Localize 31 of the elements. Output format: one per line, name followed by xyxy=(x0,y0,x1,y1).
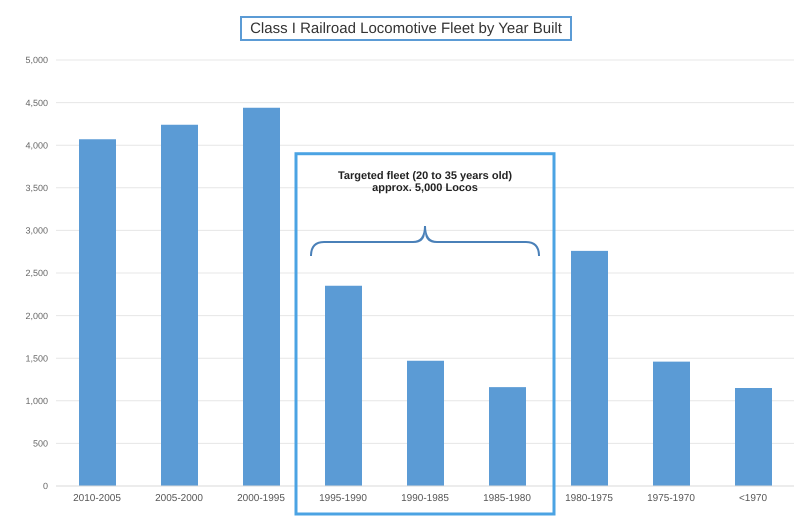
bar xyxy=(407,360,444,486)
y-tick-label: 500 xyxy=(32,438,48,449)
bar xyxy=(325,286,362,486)
y-tick-label: 1,500 xyxy=(25,353,48,364)
y-tick-label: 4,000 xyxy=(25,140,48,150)
y-tick-label: 5,000 xyxy=(25,55,48,66)
y-tick-label: 2,000 xyxy=(25,310,48,321)
x-tick-label: 1975-1970 xyxy=(647,493,696,504)
y-tick-label: 4,500 xyxy=(25,98,48,108)
y-tick-label: 0 xyxy=(42,481,48,492)
x-tick-label: 1995-1990 xyxy=(319,493,368,504)
bar xyxy=(735,388,772,486)
chart-title: Class I Railroad Locomotive Fleet by Year Built xyxy=(240,16,572,40)
y-tick-label: 2,500 xyxy=(25,268,48,278)
x-tick-label: 2010-2005 xyxy=(73,493,122,504)
bar xyxy=(243,108,280,486)
bar xyxy=(79,139,116,486)
y-tick-label: 1,000 xyxy=(25,396,48,406)
x-tick-label: 2000-1995 xyxy=(237,493,286,504)
y-tick-label: 3,000 xyxy=(25,226,48,236)
x-tick-label: <1970 xyxy=(738,493,768,504)
x-tick-label: 1990-1985 xyxy=(401,493,450,504)
x-tick-label: 1985-1980 xyxy=(483,493,532,504)
bar xyxy=(489,387,526,486)
bar xyxy=(571,250,608,486)
y-tick-label: 3,500 xyxy=(25,182,48,193)
bar xyxy=(161,124,198,486)
x-tick-label: 2005-2000 xyxy=(155,493,204,504)
annotation: Targeted fleet (20 to 35 years old) approx. 5,000 Locos xyxy=(336,170,514,194)
x-tick-label: 1980-1975 xyxy=(565,493,614,504)
bar xyxy=(653,362,690,486)
